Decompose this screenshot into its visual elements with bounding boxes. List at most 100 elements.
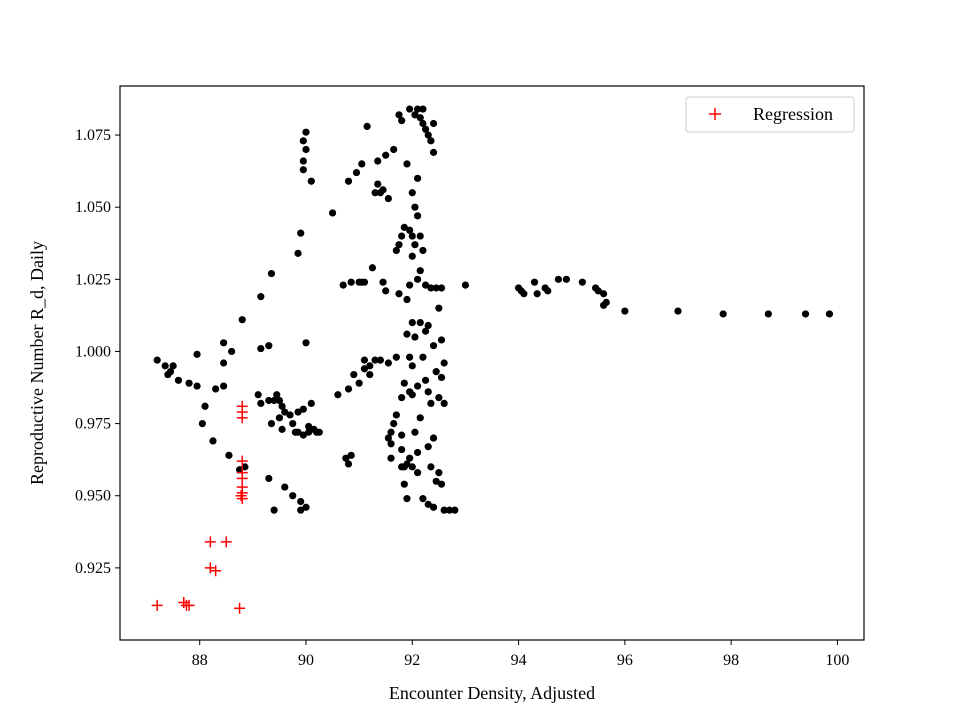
data-point [384,434,392,442]
legend-plus-marker [709,108,721,120]
data-point [440,506,448,514]
data-point [382,151,390,159]
y-tick-label: 0.925 [75,560,111,577]
plot-area-frame [119,85,865,641]
data-point [411,241,419,249]
data-point [384,359,392,367]
chart-marks [151,105,834,614]
data-point [307,399,315,407]
data-point [395,241,403,249]
data-point [395,111,403,119]
data-point [427,399,435,407]
data-point [421,281,430,289]
data-point [408,319,416,327]
data-point [257,399,265,407]
data-point [544,287,552,295]
y-axis-ticks: 0.925 0.950 0.975 1.000 1.025 1.050 1.075 [75,127,120,577]
data-point [419,353,427,361]
data-point [334,391,342,399]
legend-entry-regression: Regression [753,104,833,124]
data-point [342,454,350,462]
data-point [600,290,608,298]
data-point [440,399,448,407]
data-point [302,339,310,347]
data-point [421,376,430,384]
regression-point [210,565,222,577]
data-point [299,166,307,174]
data-point [275,396,284,405]
data-point [408,189,416,197]
data-point [278,425,286,433]
data-point [398,232,406,240]
data-point [419,105,427,113]
data-point [414,448,422,457]
data-point [289,419,297,428]
data-point [416,114,424,122]
data-point [302,503,310,511]
data-point [305,428,313,436]
data-point [674,307,682,315]
data-point [185,379,193,387]
data-point [408,252,416,260]
data-point [435,304,443,312]
data-point [414,174,422,182]
x-tick-label: 94 [511,652,527,669]
data-point [265,474,273,483]
legend: Regression [685,96,855,133]
data-point [419,495,427,503]
data-point [429,119,438,128]
data-point [275,414,284,422]
data-point [270,396,278,405]
data-point [153,356,161,364]
data-point [281,408,289,416]
data-point [554,275,563,283]
data-point [533,290,541,298]
data-point [371,189,379,197]
data-point [228,347,236,356]
y-tick-label: 0.950 [75,488,111,505]
regression-point [234,602,246,614]
data-point [294,428,302,436]
data-point [368,264,377,272]
data-point [220,382,228,390]
y-tick-label: 1.025 [75,271,111,288]
data-point [424,500,432,508]
data-point [437,480,446,488]
data-point [384,194,392,203]
x-tick-label: 92 [404,652,420,669]
data-point [398,394,406,402]
y-tick-label: 1.000 [75,343,111,360]
regression-point [151,599,163,611]
data-point [403,330,411,338]
data-point [299,137,307,145]
data-point [198,419,206,428]
data-point [169,362,177,370]
data-point [764,310,772,318]
data-point [530,278,539,286]
data-point [406,454,414,462]
data-point [382,287,390,295]
data-point [429,503,438,511]
data-point [435,469,443,477]
data-point [408,463,416,471]
data-point [352,168,361,177]
data-point [238,316,246,324]
data-point [366,370,374,379]
data-point [360,278,369,286]
y-tick-label: 1.050 [75,199,111,216]
data-point [371,356,379,364]
data-point [408,232,416,240]
data-point [398,445,406,454]
data-point [374,157,382,165]
data-point [302,128,310,136]
data-point [390,419,398,428]
data-point [400,223,408,231]
data-point [358,160,366,168]
data-point [220,359,228,367]
data-point [395,290,403,298]
data-point [419,119,427,128]
legend-box [685,96,855,133]
data-point [273,391,281,399]
regression-point [183,599,195,611]
data-point [174,376,183,384]
